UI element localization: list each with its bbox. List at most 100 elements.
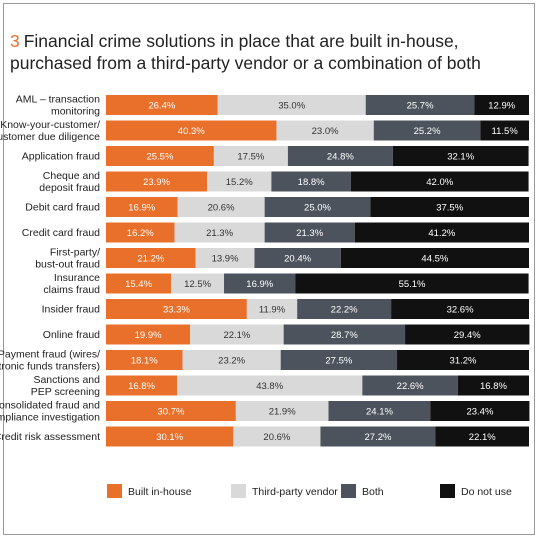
legend-label: Both [362,486,384,498]
data-label: 20.6% [263,432,290,443]
bar-segment [171,273,225,294]
data-label: 18.8% [298,177,325,188]
category-label-line: Debit card fraud [25,202,100,214]
bar-segment [328,401,431,421]
category-label: Payment fraud (wires/electronic funds tr… [0,349,100,373]
data-label: 23.9% [143,177,170,188]
bar-segment [106,324,191,345]
category-label-line: Payment fraud (wires/ [0,349,100,361]
data-label: 44.5% [421,254,448,265]
category-label: Insurance claims fraud [43,272,100,296]
data-label: 35.0% [278,101,305,112]
data-label: 24.8% [327,152,354,163]
data-label: 33.3% [163,305,190,316]
data-label: 16.8% [128,381,155,392]
bar-segment [295,273,529,294]
bar-segment [405,324,530,345]
bar-segment [235,401,329,421]
data-label: 23.4% [466,407,493,418]
category-label-line: Credit risk assessment [0,431,100,443]
bar-segment [106,426,234,447]
chart-number: 3 [10,31,20,51]
data-label: 31.2% [450,356,477,367]
category-label-line: compliance investigation [0,412,100,424]
legend-label: Third-party vendor [252,486,338,498]
chart-frame [3,3,535,535]
category-label: Insider fraud [42,304,101,316]
data-label: 42.0% [426,177,453,188]
category-label: Online fraud [43,329,100,341]
category-label: Application fraud [22,151,100,163]
category-label-line: Insider fraud [42,304,101,316]
bar-segment [276,120,374,141]
data-label: 41.2% [428,228,455,239]
data-label: 32.1% [447,152,474,163]
data-label: 22.1% [223,330,250,341]
bar-segment [340,248,529,268]
bar-segment [280,350,398,370]
category-label-line: electronic funds transfers) [0,361,100,373]
category-label: Know-your-customer/Customer due diligenc… [0,119,100,143]
bar-segment [430,401,530,421]
data-label: 27.5% [325,356,352,367]
bar-segment [457,375,529,396]
category-label-line: bust-out fraud [35,259,100,271]
data-label: 25.2% [414,126,441,137]
category-label-line: Credit card fraud [22,227,100,239]
data-label: 16.9% [128,203,155,214]
category-label-line: Cheque and [43,170,100,182]
data-label: 19.9% [135,330,162,341]
bar-segment [365,95,475,115]
bar-segment [106,401,236,421]
bar-segment [177,375,363,396]
category-label-line: Customer due diligence [0,131,100,143]
bar-segment [354,222,529,243]
bar-segment [435,426,529,447]
bar-segment [320,426,436,447]
data-label: 22.6% [397,381,424,392]
data-label: 11.9% [259,305,286,316]
chart-title: 3 Financial crime solutions in place that… [10,30,530,74]
data-label: 55.1% [399,279,426,290]
data-label: 30.7% [157,407,184,418]
data-label: 15.4% [125,279,152,290]
bar-segment [283,324,406,345]
bar-segment [224,273,296,294]
data-label: 11.5% [492,126,519,137]
bar-segment [392,146,529,166]
bar-segment [106,375,178,396]
bar-segment [106,248,196,268]
bar-segment [391,299,529,319]
data-label: 22.1% [469,432,496,443]
data-label: 22.2% [331,305,358,316]
data-label: 16.8% [480,381,507,392]
bar-segment [106,299,247,319]
category-label: First-party/bust-out fraud [35,247,100,271]
bar-segment [271,171,351,192]
bar-segment [233,426,321,447]
chart-title-text: Financial crime solutions in place that … [10,31,481,73]
bar-segment [106,350,183,370]
bar-segment [297,299,392,319]
data-label: 20.6% [208,203,235,214]
bar-segment [480,120,529,141]
category-label: Cheque and deposit fraud [39,170,100,194]
legend-swatch [107,484,122,498]
bar-segment [106,197,178,217]
legend-label: Do not use [461,486,512,498]
data-label: 12.9% [488,101,515,112]
category-label-line: Know-your-customer/ [0,119,100,131]
data-label: 21.9% [269,407,296,418]
data-label: 18.1% [131,356,158,367]
category-label: Credit risk assessment [0,431,100,443]
data-label: 21.2% [137,254,164,265]
data-label: 20.4% [284,254,311,265]
bar-segment [213,146,288,166]
bar-segment [190,324,284,345]
data-label: 15.2% [226,177,253,188]
bar-segment [195,248,255,268]
category-label-line: Insurance [54,272,100,284]
bar-segment [350,171,529,192]
bar-segment [174,222,265,243]
